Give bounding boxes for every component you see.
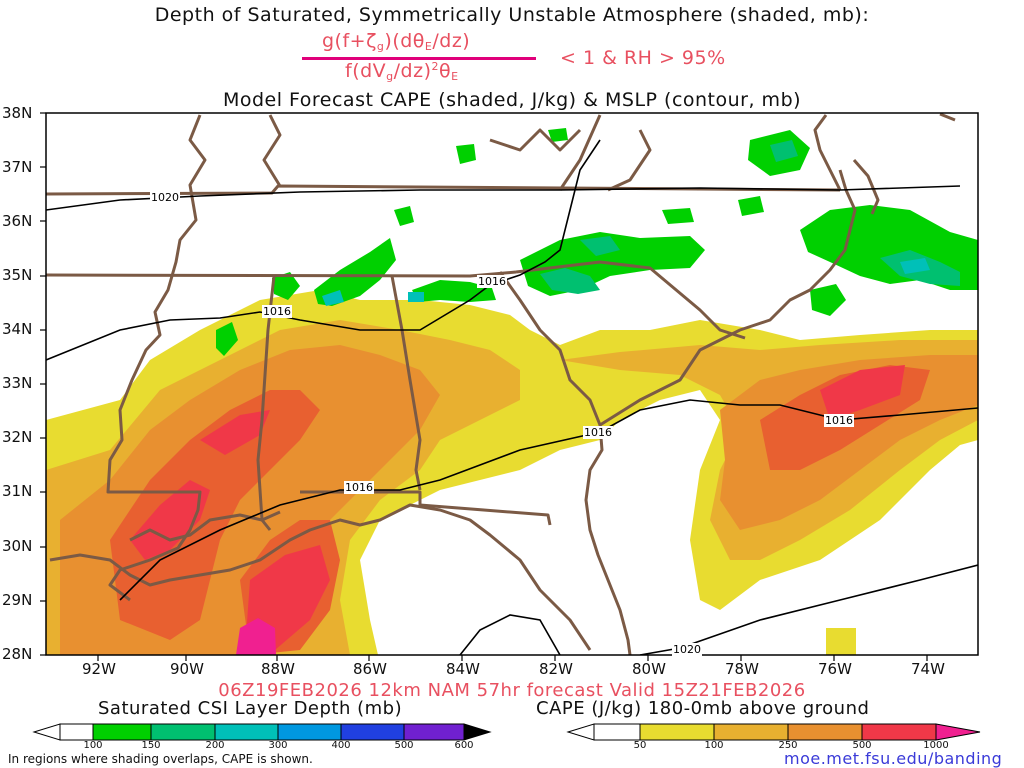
- isobar-label-1020-west: 1020: [150, 191, 180, 204]
- lat-label-35n: 35N: [2, 266, 33, 284]
- lon-label-84w: 84W: [446, 660, 480, 678]
- lon-label-82w: 82W: [539, 660, 573, 678]
- lat-label-38n: 38N: [2, 104, 33, 122]
- lat-label-31n: 31N: [2, 482, 33, 500]
- cape-tick-500: 500: [852, 740, 872, 751]
- lon-label-92w: 92W: [82, 660, 116, 678]
- isobar-label-1016-sc: 1016: [583, 426, 613, 439]
- map-title-line1: Depth of Saturated, Symmetrically Unstab…: [154, 4, 870, 26]
- csi-colorbar: [32, 723, 492, 741]
- source-url-link[interactable]: moe.met.fsu.edu/banding: [784, 749, 1003, 768]
- axis-ticks: [40, 112, 928, 661]
- lon-label-86w: 86W: [353, 660, 387, 678]
- lat-label-33n: 33N: [2, 374, 33, 392]
- lat-label-37n: 37N: [2, 158, 33, 176]
- formula-numerator: g(f+ζg)(dθE/dz): [322, 30, 471, 53]
- map-title-line3: Model Forecast CAPE (shaded, J/kg) & MSL…: [222, 89, 802, 111]
- isobar-label-1016-ms: 1016: [262, 305, 292, 318]
- cape-colorbar: [566, 723, 981, 741]
- lat-label-34n: 34N: [2, 320, 33, 338]
- run-info: 06Z19FEB2026 12km NAM 57hr forecast Vali…: [218, 680, 806, 701]
- isobar-label-1020-south: 1020: [672, 643, 702, 656]
- isobar-label-1016-atlantic: 1016: [824, 414, 854, 427]
- csi-tick-500: 500: [394, 740, 414, 751]
- csi-tick-600: 600: [454, 740, 474, 751]
- isobar-label-1016-tn: 1016: [477, 275, 507, 288]
- formula-fraction-bar: [302, 57, 536, 60]
- lat-label-32n: 32N: [2, 428, 33, 446]
- cape-tick-1000: 1000: [923, 740, 949, 751]
- overlap-note: In regions where shading overlaps, CAPE …: [8, 752, 313, 766]
- cape-tick-50: 50: [633, 740, 647, 751]
- lon-label-90w: 90W: [170, 660, 204, 678]
- state-borders: [46, 113, 956, 655]
- lat-label-28n: 28N: [2, 645, 33, 663]
- lon-label-80w: 80W: [632, 660, 666, 678]
- csi-legend-title: Saturated CSI Layer Depth (mb): [98, 698, 403, 719]
- lon-label-76w: 76W: [818, 660, 852, 678]
- formula-denominator: f(dVg/dz)2θE: [345, 60, 459, 83]
- csi-tick-150: 150: [141, 740, 161, 751]
- cape-legend-title: CAPE (J/kg) 180-0mb above ground: [536, 698, 870, 719]
- formula-condition: < 1 & RH > 95%: [560, 47, 726, 69]
- cape-tick-250: 250: [778, 740, 798, 751]
- csi-tick-200: 200: [205, 740, 225, 751]
- isobar-label-1016-gulf: 1016: [344, 481, 374, 494]
- csi-tick-300: 300: [268, 740, 288, 751]
- lon-label-88w: 88W: [261, 660, 295, 678]
- lon-label-78w: 78W: [725, 660, 759, 678]
- csi-tick-400: 400: [331, 740, 351, 751]
- cape-tick-100: 100: [704, 740, 724, 751]
- cape-shading: [46, 290, 978, 655]
- lon-label-74w: 74W: [911, 660, 945, 678]
- csi-tick-100: 100: [83, 740, 103, 751]
- csi-shading: [216, 128, 978, 356]
- lat-label-30n: 30N: [2, 537, 33, 555]
- lat-label-29n: 29N: [2, 591, 33, 609]
- lat-label-36n: 36N: [2, 212, 33, 230]
